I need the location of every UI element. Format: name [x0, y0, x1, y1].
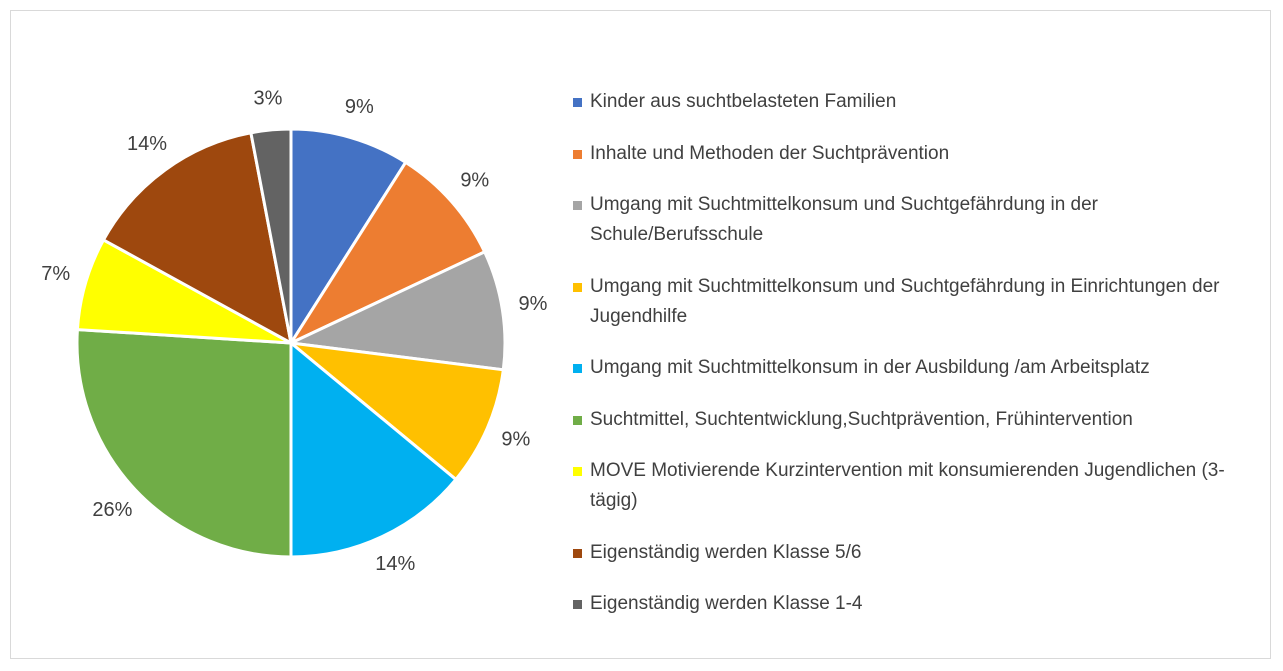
legend-item: Eigenständig werden Klasse 1-4 — [573, 589, 1263, 619]
data-label: 26% — [92, 499, 132, 521]
legend-label: Eigenständig werden Klasse 1-4 — [590, 593, 863, 614]
legend-swatch — [573, 467, 582, 476]
legend-label: Umgang mit Suchtmittelkonsum und Suchtge… — [590, 194, 1098, 245]
legend-swatch — [573, 364, 582, 373]
data-label: 7% — [41, 263, 70, 285]
legend: Kinder aus suchtbelasteten Familien Inhal… — [573, 87, 1263, 619]
legend-label: Kinder aus suchtbelasteten Familien — [590, 91, 897, 112]
pie-slice — [286, 160, 487, 347]
legend-label: MOVE Motivierende Kurzintervention mit k… — [590, 460, 1225, 511]
legend-label: Eigenständig werden Klasse 5/6 — [590, 541, 862, 563]
data-label: 14% — [375, 553, 415, 575]
legend-item: Umgang mit Suchtmittelkonsum in der Ausb… — [573, 353, 1263, 383]
legend-swatch — [573, 282, 582, 292]
legend-item: MOVE Motivierende Kurzintervention mit k… — [573, 456, 1263, 516]
legend-item: Umgang mit Suchtmittelkonsum und Suchtge… — [573, 190, 1263, 250]
legend-label: Suchtmittel, Suchtentwicklung,Suchtpräve… — [590, 408, 1133, 430]
pie-slice — [286, 340, 505, 482]
legend-swatch — [573, 415, 582, 425]
pie-chart: 9% 9% 9% 9% 14% 26% 7% 14% 3% — [41, 87, 548, 575]
legend-swatch — [573, 149, 582, 159]
legend-label: Umgang mit Suchtmittelkonsum und Suchtge… — [590, 275, 1220, 327]
legend-label: Inhalte und Methoden der Suchtprävention — [590, 142, 950, 164]
legend-swatch — [573, 548, 582, 558]
legend-item: Eigenständig werden Klasse 5/6 — [573, 538, 1263, 568]
pie-slice — [249, 127, 293, 344]
legend-swatch — [573, 98, 582, 107]
legend-item: Kinder aus suchtbelasteten Familien — [573, 87, 1263, 117]
legend-label: Umgang mit Suchtmittelkonsum in der Ausb… — [590, 357, 1150, 378]
pie-slice — [285, 249, 507, 372]
legend-swatch — [573, 600, 582, 609]
data-label: 3% — [253, 87, 282, 109]
data-label: 9% — [519, 293, 548, 315]
data-label: 14% — [127, 133, 167, 155]
pie-slice — [289, 127, 408, 349]
pie-slice — [75, 327, 293, 559]
legend-item: Inhalte und Methoden der Suchtprävention — [573, 139, 1263, 169]
legend-item: Umgang mit Suchtmittelkonsum und Suchtge… — [573, 272, 1263, 332]
data-label: 9% — [345, 96, 374, 118]
legend-item: Suchtmittel, Suchtentwicklung,Suchtpräve… — [573, 405, 1263, 435]
pie-slice — [101, 131, 294, 346]
data-label: 9% — [501, 429, 530, 451]
pie-slice — [289, 339, 459, 559]
data-label: 9% — [460, 169, 489, 191]
chart-area — [10, 10, 1271, 659]
legend-swatch — [573, 201, 582, 210]
